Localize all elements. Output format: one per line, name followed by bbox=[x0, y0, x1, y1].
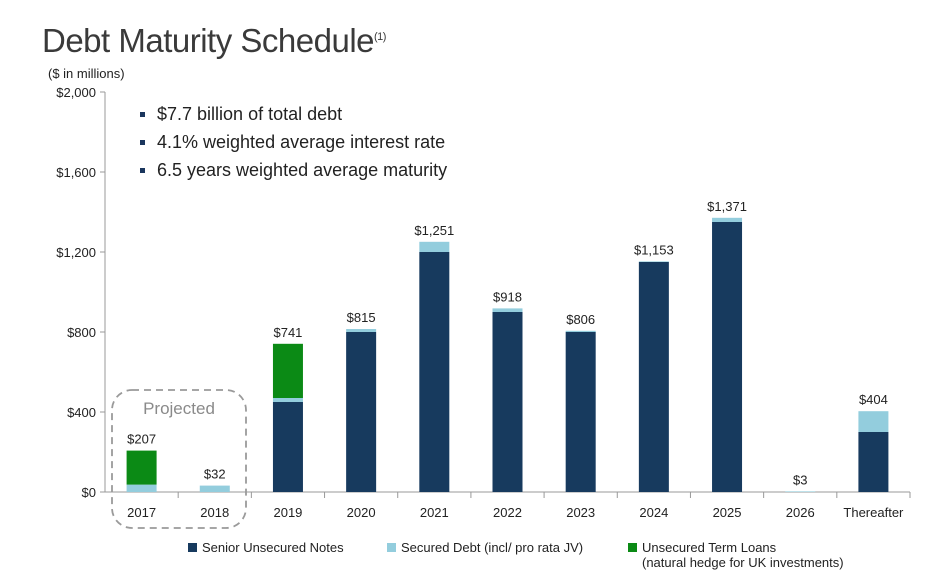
key-stat-item: $7.7 billion of total debt bbox=[140, 100, 447, 128]
legend-swatch bbox=[387, 543, 396, 552]
data-label: $404 bbox=[859, 392, 888, 407]
data-label: $207 bbox=[127, 432, 156, 447]
legend-swatch bbox=[628, 543, 637, 552]
legend-swatch bbox=[188, 543, 197, 552]
legend-label: Senior Unsecured Notes bbox=[202, 540, 344, 555]
y-tick-label: $0 bbox=[82, 485, 96, 500]
page-title: Debt Maturity Schedule(1) bbox=[42, 22, 386, 60]
y-tick-label: $800 bbox=[67, 325, 96, 340]
x-tick-label: 2026 bbox=[786, 505, 815, 520]
x-tick-label: 2024 bbox=[639, 505, 668, 520]
x-tick-label: 2020 bbox=[347, 505, 376, 520]
bar-segment bbox=[199, 485, 230, 492]
data-label: $1,251 bbox=[414, 223, 454, 238]
bar-segment bbox=[565, 332, 596, 492]
y-tick-label: $2,000 bbox=[56, 85, 96, 100]
title-text: Debt Maturity Schedule bbox=[42, 22, 375, 59]
data-label: $741 bbox=[273, 325, 302, 340]
bar-segment bbox=[638, 261, 669, 262]
bar-segment bbox=[638, 262, 669, 492]
data-label: $1,371 bbox=[707, 199, 747, 214]
legend-label: Secured Debt (incl/ pro rata JV) bbox=[401, 540, 584, 555]
projected-label: Projected bbox=[143, 399, 215, 418]
legend-label: Unsecured Term Loans bbox=[642, 540, 777, 555]
x-tick-label: 2017 bbox=[127, 505, 156, 520]
bar-segment bbox=[492, 308, 523, 312]
key-stat-item: 4.1% weighted average interest rate bbox=[140, 128, 447, 156]
x-tick-label: 2018 bbox=[200, 505, 229, 520]
key-stat-item: 6.5 years weighted average maturity bbox=[140, 156, 447, 184]
x-tick-label: 2021 bbox=[420, 505, 449, 520]
key-stat-text: $7.7 billion of total debt bbox=[157, 103, 343, 124]
legend-item-term-loans: Unsecured Term Loans (natural hedge for … bbox=[628, 540, 844, 570]
bar-segment bbox=[858, 432, 889, 492]
y-tick-label: $400 bbox=[67, 405, 96, 420]
bar-segment bbox=[346, 329, 377, 332]
bar-segment bbox=[419, 241, 450, 252]
y-unit-label: ($ in millions) bbox=[48, 66, 125, 81]
data-label: $32 bbox=[204, 467, 226, 482]
key-stats-list: $7.7 billion of total debt 4.1% weighted… bbox=[140, 100, 447, 184]
bullet-square-icon bbox=[140, 167, 145, 173]
bar-segment bbox=[785, 491, 816, 492]
data-label: $3 bbox=[793, 472, 807, 487]
bar-segment bbox=[858, 411, 889, 432]
y-tick-label: $1,200 bbox=[56, 245, 96, 260]
x-tick-label: 2025 bbox=[713, 505, 742, 520]
projected-box bbox=[111, 389, 247, 529]
data-label: $806 bbox=[566, 312, 595, 327]
y-tick-label: $1,600 bbox=[56, 165, 96, 180]
bar-segment bbox=[346, 332, 377, 492]
x-tick-label: 2022 bbox=[493, 505, 522, 520]
bar-segment bbox=[126, 450, 157, 485]
legend-item-senior: Senior Unsecured Notes bbox=[188, 540, 344, 555]
bar-segment bbox=[272, 343, 303, 398]
bar-segment bbox=[419, 252, 450, 492]
bar-segment bbox=[272, 402, 303, 492]
data-label: $815 bbox=[347, 310, 376, 325]
legend-sublabel: (natural hedge for UK investments) bbox=[642, 555, 844, 570]
x-tick-label: 2023 bbox=[566, 505, 595, 520]
bullet-square-icon bbox=[140, 111, 145, 117]
bar-segment bbox=[126, 484, 157, 492]
x-tick-label: Thereafter bbox=[843, 505, 904, 520]
title-footnote: (1) bbox=[374, 31, 386, 43]
bar-segment bbox=[272, 398, 303, 402]
legend-item-secured: Secured Debt (incl/ pro rata JV) bbox=[387, 540, 583, 555]
key-stat-text: 4.1% weighted average interest rate bbox=[157, 131, 446, 152]
bullet-square-icon bbox=[140, 139, 145, 145]
bar-segment bbox=[565, 330, 596, 332]
data-label: $1,153 bbox=[634, 242, 674, 257]
data-label: $918 bbox=[493, 289, 522, 304]
bar-segment bbox=[712, 222, 743, 492]
x-tick-label: 2019 bbox=[273, 505, 302, 520]
key-stat-text: 6.5 years weighted average maturity bbox=[157, 159, 448, 180]
bar-segment bbox=[712, 217, 743, 222]
bar-segment bbox=[492, 312, 523, 492]
